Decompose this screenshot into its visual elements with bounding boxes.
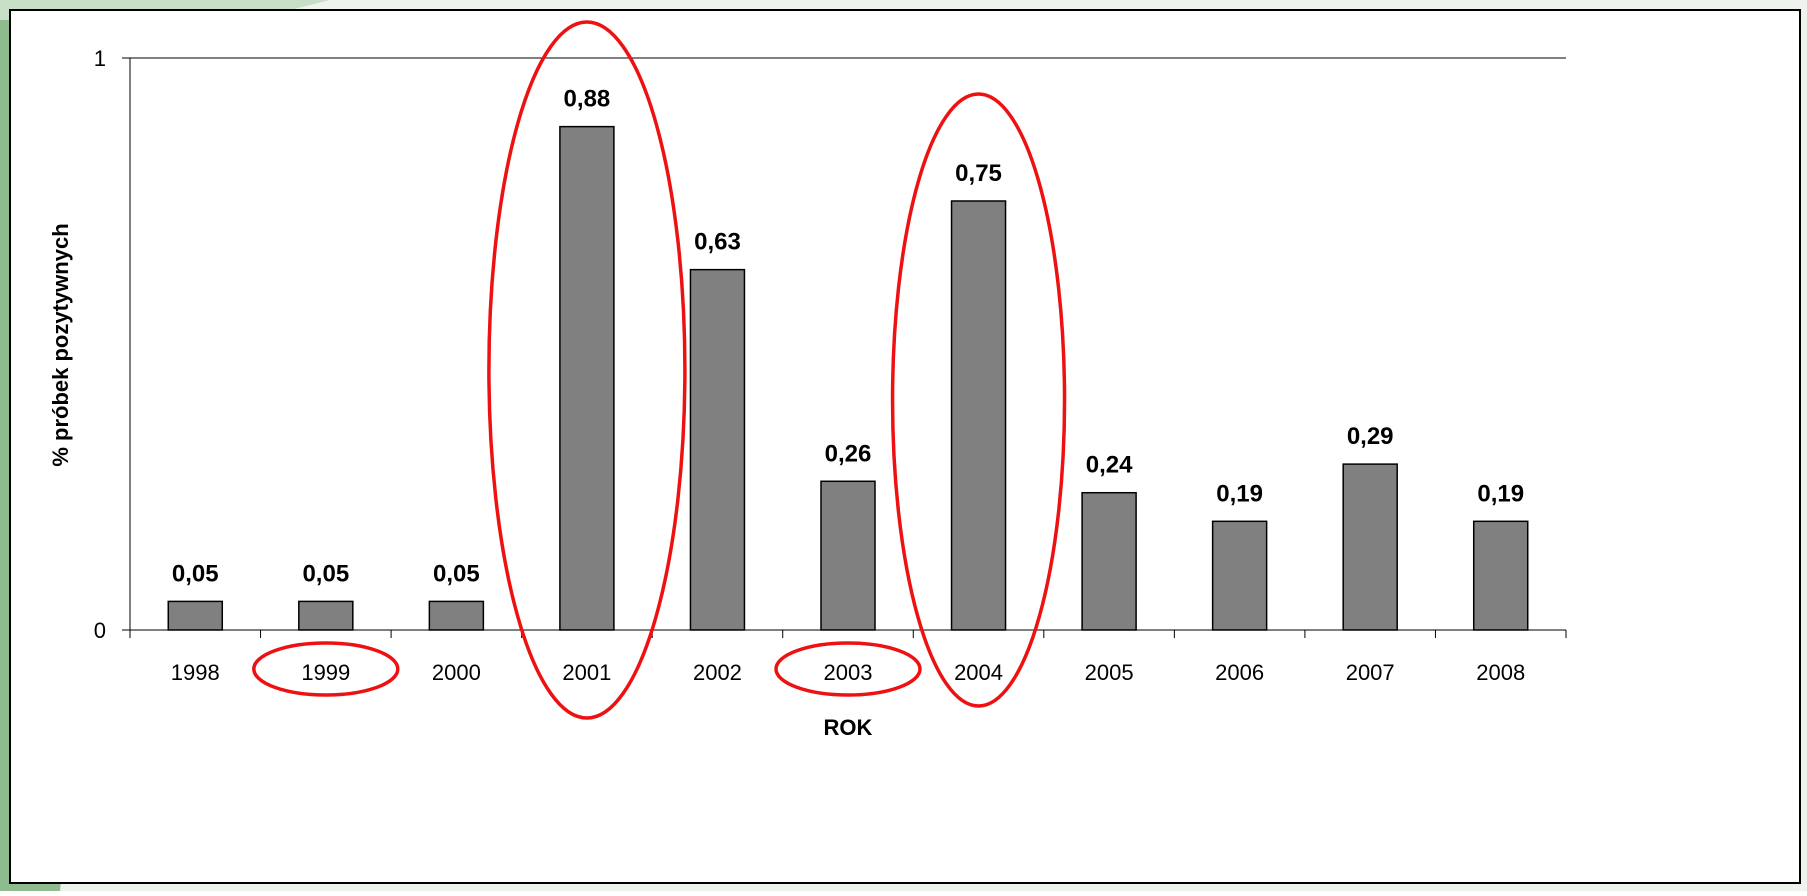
y-axis-label: % próbek pozytywnych: [48, 223, 73, 466]
bar-2004: [950, 200, 1007, 631]
x-axis-label: ROK: [824, 715, 873, 740]
x-tick-label-2003: 2003: [824, 660, 873, 685]
x-tick-label-1998: 1998: [171, 660, 220, 685]
data-label-1998: 0,05: [172, 560, 219, 587]
x-tick-label-2007: 2007: [1346, 660, 1395, 685]
x-tick-labels: 1998 1999 2000 2001 2002 2003 2004 2005 2006 2007…: [171, 660, 1525, 685]
highlight-ellipse-2003: [774, 641, 922, 697]
bar-2002: [689, 268, 746, 631]
highlight-ellipse-1999: [252, 641, 400, 697]
x-tick-label-2008: 2008: [1476, 660, 1525, 685]
data-label-2008: 0,19: [1477, 480, 1524, 507]
data-label-2002: 0,63: [694, 229, 741, 256]
data-label-2007: 0,29: [1347, 423, 1394, 450]
bar-2003: [820, 480, 876, 631]
data-label-2005: 0,24: [1086, 452, 1133, 479]
data-label-1999: 0,05: [302, 560, 349, 587]
x-tick-label-2005: 2005: [1085, 660, 1134, 685]
bar-2008: [1472, 520, 1529, 631]
data-label-2001: 0,88: [564, 86, 611, 113]
y-tick-label-bottom: 0: [94, 618, 106, 643]
x-tick-label-2004: 2004: [954, 660, 1003, 685]
data-label-2006: 0,19: [1216, 480, 1263, 507]
x-tick-label-2000: 2000: [432, 660, 481, 685]
data-label-2000: 0,05: [433, 560, 480, 587]
bar-2000: [428, 600, 485, 631]
bar-2001: [559, 125, 615, 631]
x-tick-label-1999: 1999: [301, 660, 350, 685]
highlight-ellipse-2001: [487, 20, 687, 720]
highlight-ellipses: [252, 20, 1067, 720]
bar-2006: [1211, 520, 1268, 631]
data-labels: 0,05 0,05 0,05 0,88 0,63 0,26 0,75 0,24 0,19 0,29…: [172, 86, 1524, 588]
bars: [167, 125, 1529, 631]
highlight-ellipse-2004: [890, 92, 1067, 708]
bar-2007: [1342, 463, 1398, 631]
x-tick-label-2006: 2006: [1215, 660, 1264, 685]
y-tick-label-top: 1: [94, 46, 106, 71]
bar-1998: [167, 600, 224, 631]
x-tick-label-2002: 2002: [693, 660, 742, 685]
bar-2005: [1081, 491, 1137, 631]
chart-frame: [9, 9, 1801, 884]
x-ticks: [129, 630, 1567, 638]
data-label-2004: 0,75: [955, 160, 1002, 187]
x-tick-label-2001: 2001: [562, 660, 611, 685]
bar-1999: [298, 600, 354, 631]
data-label-2003: 0,26: [825, 440, 872, 467]
